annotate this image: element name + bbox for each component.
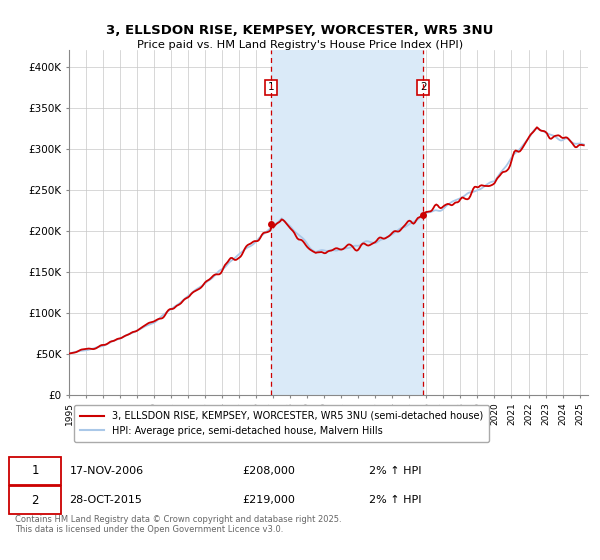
Text: £208,000: £208,000 bbox=[242, 466, 295, 476]
Text: Price paid vs. HM Land Registry's House Price Index (HPI): Price paid vs. HM Land Registry's House … bbox=[137, 40, 463, 50]
FancyBboxPatch shape bbox=[9, 487, 61, 514]
Text: 2: 2 bbox=[420, 82, 427, 92]
Text: Contains HM Land Registry data © Crown copyright and database right 2025.
This d: Contains HM Land Registry data © Crown c… bbox=[15, 515, 341, 534]
FancyBboxPatch shape bbox=[9, 457, 61, 484]
Text: 1: 1 bbox=[268, 82, 274, 92]
Bar bbox=[271, 50, 424, 395]
Text: 17-NOV-2006: 17-NOV-2006 bbox=[70, 466, 144, 476]
Text: 2% ↑ HPI: 2% ↑ HPI bbox=[369, 466, 422, 476]
Legend: 3, ELLSDON RISE, KEMPSEY, WORCESTER, WR5 3NU (semi-detached house), HPI: Average: 3, ELLSDON RISE, KEMPSEY, WORCESTER, WR5… bbox=[74, 405, 489, 442]
Text: 28-OCT-2015: 28-OCT-2015 bbox=[70, 495, 142, 505]
Text: 2% ↑ HPI: 2% ↑ HPI bbox=[369, 495, 422, 505]
Text: 2: 2 bbox=[31, 494, 39, 507]
Text: 1: 1 bbox=[31, 464, 39, 477]
Text: 3, ELLSDON RISE, KEMPSEY, WORCESTER, WR5 3NU: 3, ELLSDON RISE, KEMPSEY, WORCESTER, WR5… bbox=[106, 24, 494, 36]
Text: £219,000: £219,000 bbox=[242, 495, 295, 505]
